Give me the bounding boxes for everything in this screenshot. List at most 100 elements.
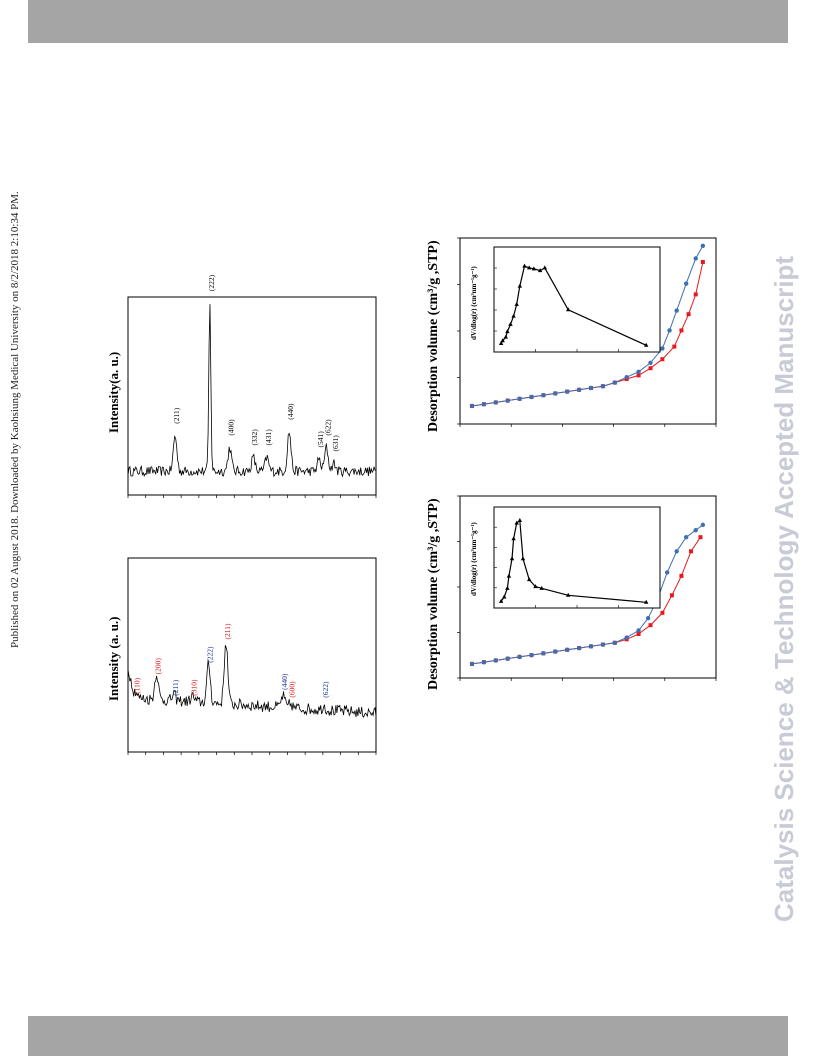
xrd-bottom-frame <box>127 557 377 753</box>
desorption-point <box>469 661 475 667</box>
desorption-point <box>667 328 672 333</box>
desorption-point <box>565 647 570 653</box>
psd-point <box>514 301 519 306</box>
psd-point <box>514 520 519 525</box>
desorption-point <box>600 384 606 389</box>
xrd-bottom-trace <box>127 645 377 718</box>
psd-point <box>498 598 504 603</box>
peak-label: (622) <box>321 681 330 698</box>
desorption-point <box>684 535 689 540</box>
xrd-top-frame <box>127 296 377 496</box>
xrd-top-panel: (211) (222) (400) (332) (431) (440) (541)(622)… <box>127 274 377 498</box>
psd-point <box>506 573 512 578</box>
footer-bar <box>28 1016 788 1056</box>
adsorption-point <box>700 260 705 264</box>
psd-point <box>517 283 523 288</box>
desorption-point <box>700 243 706 248</box>
peak-label: (440) <box>286 403 295 420</box>
desorption-point <box>517 396 522 401</box>
psd-point <box>511 313 516 318</box>
isotherm-bottom-inset-psd <box>498 517 649 604</box>
psd-point <box>498 340 504 345</box>
peak-label: (211) <box>172 407 181 423</box>
xrd-bottom-peak-labels: (110) (200) (211) (310) (222) (211) (440)(600)… <box>132 623 329 698</box>
psd-point <box>502 594 507 599</box>
psd-point <box>505 585 510 590</box>
xrd-top-peak-labels: (211) (222) (400) (332) (431) (440) (541)(622)… <box>172 274 340 451</box>
desorption-point <box>541 393 546 398</box>
psd-point <box>517 517 523 522</box>
peak-label: (541) <box>316 431 325 448</box>
desorption-point <box>636 628 641 633</box>
psd-point <box>522 263 527 268</box>
isotherm-bottom-panel <box>457 495 717 681</box>
isotherm-bottom-inset-ticks <box>493 506 661 609</box>
desorption-point <box>612 640 617 645</box>
desorption-point <box>684 281 689 286</box>
desorption-line <box>471 524 704 665</box>
peak-label: (332) <box>250 429 259 446</box>
desorption-point <box>529 394 534 400</box>
desorption-point <box>481 402 487 407</box>
isotherm-bottom-ticks <box>457 495 717 681</box>
adsorption-point <box>669 593 674 598</box>
desorption-point <box>565 389 570 394</box>
isotherm-top-panel <box>457 237 717 427</box>
psd-point <box>531 266 537 271</box>
desorption-point <box>505 398 510 403</box>
isotherm-top-ylabel: Desorption volume (cm³/g ,STP) <box>426 240 441 432</box>
isotherm-bottom-series <box>469 522 706 667</box>
xrd-bottom-ticks <box>127 752 377 755</box>
peak-label: (222) <box>206 646 215 663</box>
desorption-point <box>493 400 498 405</box>
desorption-point <box>481 659 487 665</box>
isotherm-top-inset-ticks <box>493 246 661 353</box>
desorption-point <box>600 642 606 647</box>
peak-label: (622) <box>323 419 332 436</box>
desorption-point <box>693 256 698 261</box>
psd-point <box>527 265 532 270</box>
adsorption-point <box>679 328 684 333</box>
isotherm-bottom-ylabel: Desorption volume (cm³/g ,STP) <box>426 498 441 690</box>
psd-point <box>644 342 649 347</box>
xrd-top-ylabel: Intensity(a. u.) <box>106 351 121 433</box>
psd-point <box>566 592 571 597</box>
adsorption-point <box>693 292 698 297</box>
desorption-point <box>645 615 651 621</box>
peak-label: (211) <box>223 623 232 639</box>
adsorption-point <box>636 632 641 636</box>
adsorption-point <box>660 610 665 615</box>
peak-label: (222) <box>207 274 216 291</box>
desorption-point <box>674 308 679 313</box>
psd-point <box>511 536 516 541</box>
psd-point <box>508 321 513 326</box>
adsorption-point <box>686 312 691 317</box>
psd-point <box>539 585 544 590</box>
psd-point <box>505 329 510 334</box>
desorption-point <box>693 527 698 533</box>
desorption-point <box>648 360 653 365</box>
peak-label: (211) <box>171 679 180 695</box>
xrd-bottom-panel: (110) (200) (211) (310) (222) (211) (440)(600)… <box>127 557 377 755</box>
adsorption-point <box>698 535 703 540</box>
peak-label: (310) <box>189 679 198 696</box>
desorption-point <box>529 652 534 658</box>
adsorption-point <box>679 573 684 578</box>
adsorption-point <box>688 549 693 554</box>
xrd-top-ticks <box>127 495 377 498</box>
desorption-point <box>636 369 641 374</box>
adsorption-point <box>660 357 665 362</box>
peak-label: (440) <box>280 673 289 690</box>
desorption-point <box>588 385 594 391</box>
isotherm-top-series <box>469 243 706 409</box>
isotherm-top-ticks <box>457 237 717 427</box>
psd-point <box>509 556 515 561</box>
xrd-bottom-ylabel: Intensity (a. u.) <box>106 616 121 701</box>
desorption-point <box>553 391 558 396</box>
desorption-point <box>588 644 594 649</box>
desorption-point <box>624 375 629 380</box>
desorption-point <box>576 645 582 651</box>
isotherm-top-inset-frame <box>493 246 661 353</box>
desorption-point <box>660 346 665 351</box>
